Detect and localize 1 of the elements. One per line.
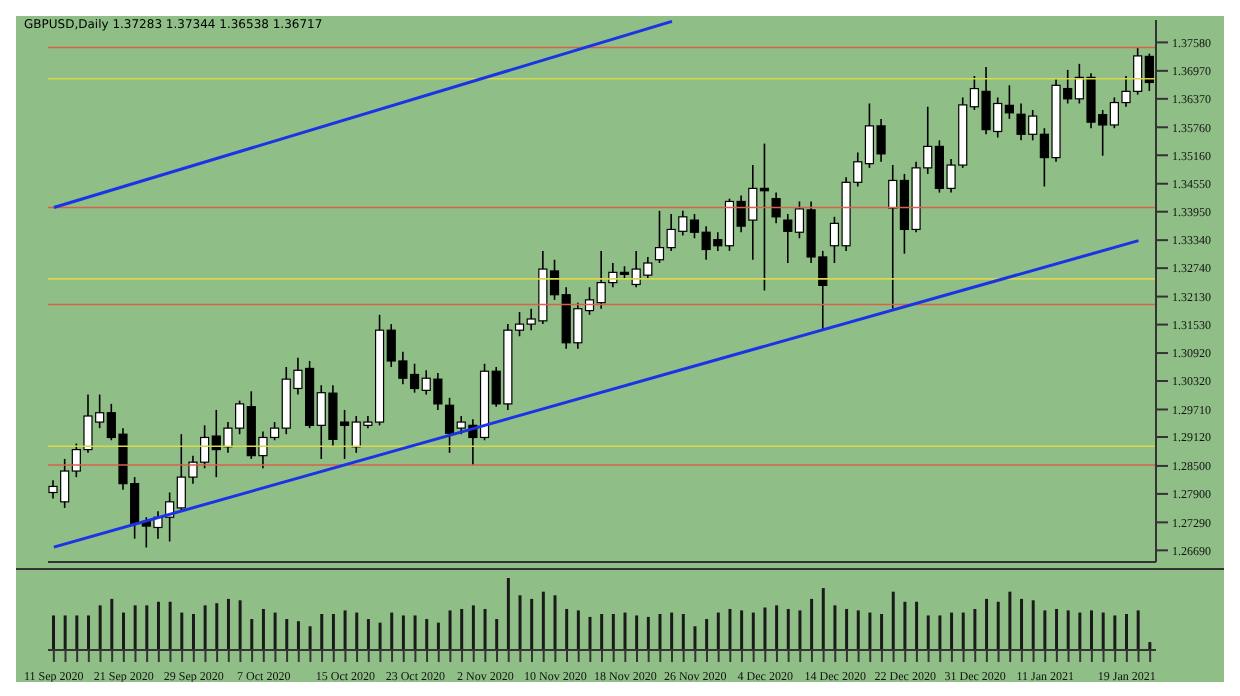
candlestick — [771, 191, 781, 225]
